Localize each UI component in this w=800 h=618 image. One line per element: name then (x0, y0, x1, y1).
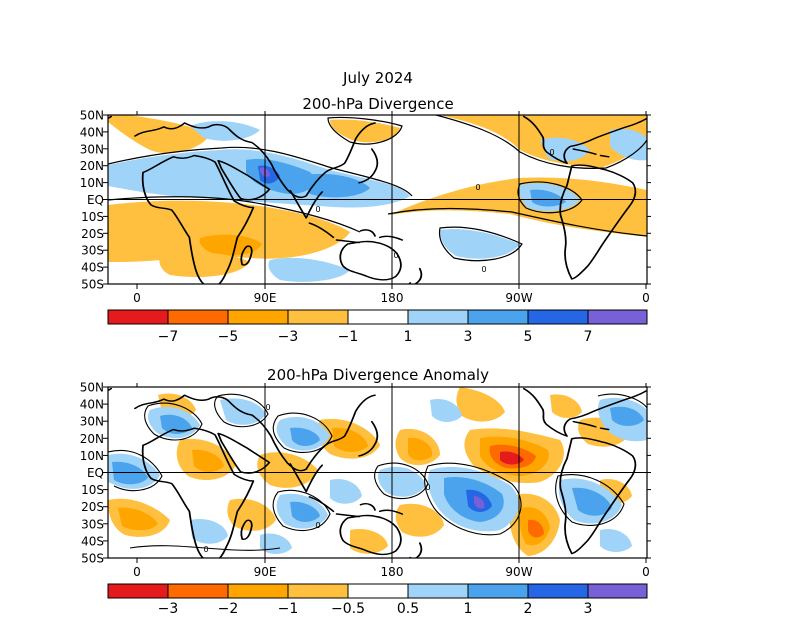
colorbar-label: 0.5 (397, 601, 419, 617)
divergence-shading (108, 115, 647, 282)
panel-divergence: 200-hPa Divergence (80, 95, 651, 345)
colorbar-swatch (168, 310, 228, 324)
lon-label: 0 (133, 565, 141, 579)
colorbar-label: −1 (338, 329, 359, 345)
lat-label: 50S (81, 278, 104, 292)
lat-label: 50S (81, 552, 104, 566)
colorbar-label: 5 (524, 329, 533, 345)
colorbar-label: 3 (584, 601, 593, 617)
contour-zero-label: 0 (549, 148, 554, 157)
colorbar-label: −2 (218, 601, 239, 617)
lat-label: 40S (81, 534, 104, 548)
lon-label: 90E (254, 565, 277, 579)
lat-label: 40N (80, 125, 104, 139)
gridlines (108, 115, 647, 284)
lon-label: 180 (381, 565, 404, 579)
colorbar-label: −0.5 (331, 601, 365, 617)
lat-label: 10N (80, 176, 104, 190)
lat-label: 30N (80, 415, 104, 429)
colorbar-swatch (168, 584, 228, 598)
zero-contours (108, 393, 647, 551)
contour-zero-label: 0 (315, 205, 320, 214)
lon-label: 0 (642, 291, 650, 305)
colorbar: −3 −2 −1 −0.5 0.5 1 2 3 (107, 583, 648, 617)
colorbar-swatch (288, 310, 348, 324)
contour-zero-label: 0 (265, 403, 270, 412)
colorbar-label: 2 (524, 601, 533, 617)
colorbar-swatch (348, 584, 408, 598)
lon-label: 0 (642, 565, 650, 579)
colorbar-swatch (408, 310, 468, 324)
contour-zero-label: 0 (393, 251, 398, 260)
contour-zero-label: 0 (475, 183, 480, 192)
lon-label: 90W (505, 565, 532, 579)
colorbar-swatch (288, 584, 348, 598)
colorbar-swatch (468, 310, 528, 324)
lon-axis-labels: 0 90E 180 90W 0 (133, 291, 650, 305)
lon-label: 90E (254, 291, 277, 305)
panel-title: 200-hPa Divergence Anomaly (267, 366, 489, 384)
main-title: July 2024 (342, 69, 413, 87)
lat-label: 30N (80, 142, 104, 156)
lat-label: EQ (87, 193, 104, 207)
lat-label: 40S (81, 261, 104, 275)
lat-axis-labels: 50N 40N 30N 20N 10N EQ 10S 20S 30S 40S 5… (80, 109, 104, 292)
colorbar-label: −5 (218, 329, 239, 345)
lat-label: 30S (81, 244, 104, 258)
colorbar-swatch (108, 310, 168, 324)
colorbar-label: −3 (158, 601, 179, 617)
lat-label: 20S (81, 227, 104, 241)
colorbar-swatch (468, 584, 528, 598)
lat-label: 30S (81, 517, 104, 531)
lat-label: 50N (80, 381, 104, 395)
colorbar-label: 1 (464, 601, 473, 617)
colorbar-swatch (228, 584, 288, 598)
colorbar-swatch (408, 584, 468, 598)
lat-label: 10N (80, 449, 104, 463)
lat-label: 40N (80, 398, 104, 412)
lat-axis-labels: 50N 40N 30N 20N 10N EQ 10S 20S 30S 40S 5… (80, 381, 104, 566)
gridlines (108, 387, 647, 558)
lat-label: 10S (81, 483, 104, 497)
panel-anomaly: 200-hPa Divergence Anomaly (80, 366, 651, 617)
colorbar: −7 −5 −3 −1 1 3 5 7 (107, 309, 648, 345)
lon-axis-labels: 0 90E 180 90W 0 (133, 565, 650, 579)
panel-title: 200-hPa Divergence (302, 95, 453, 113)
lon-label: 0 (133, 291, 141, 305)
colorbar-swatch (108, 584, 168, 598)
colorbar-swatch (528, 584, 588, 598)
lat-label: 50N (80, 109, 104, 123)
lat-label: 20N (80, 159, 104, 173)
colorbar-swatch (588, 584, 647, 598)
contour-zero-label: 0 (481, 265, 486, 274)
colorbar-label: −3 (278, 329, 299, 345)
colorbar-label: 7 (584, 329, 593, 345)
colorbar-swatch (228, 310, 288, 324)
colorbar-swatch (348, 310, 408, 324)
ticks (103, 383, 651, 563)
ticks (103, 111, 651, 289)
colorbar-swatch (528, 310, 588, 324)
contour-zero-label: 0 (425, 483, 430, 492)
lat-label: 20N (80, 432, 104, 446)
colorbar-label: −1 (278, 601, 299, 617)
lat-label: 10S (81, 210, 104, 224)
contour-zero-label: 0 (315, 521, 320, 530)
colorbar-swatch (588, 310, 647, 324)
colorbar-label: 1 (404, 329, 413, 345)
lon-label: 90W (505, 291, 532, 305)
lat-label: 20S (81, 500, 104, 514)
colorbar-label: 3 (464, 329, 473, 345)
contour-zero-label: 0 (203, 545, 208, 554)
lat-label: EQ (87, 466, 104, 480)
lon-label: 180 (381, 291, 404, 305)
colorbar-label: −7 (158, 329, 179, 345)
